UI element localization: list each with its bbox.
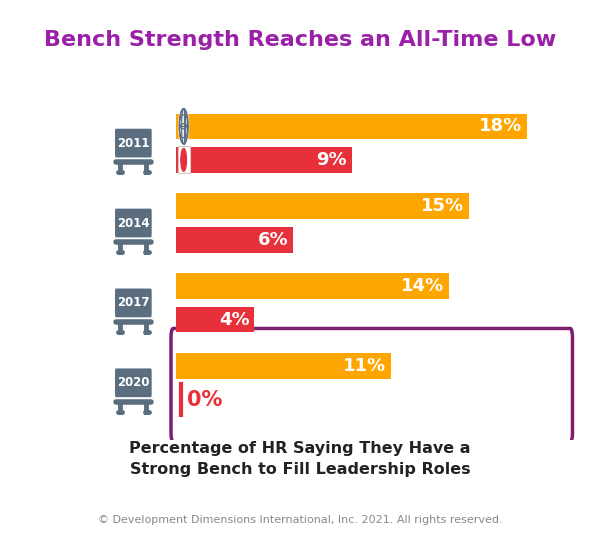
FancyBboxPatch shape [178, 146, 190, 173]
Circle shape [179, 106, 188, 146]
Text: 2020: 2020 [117, 376, 149, 389]
Bar [176, 113, 527, 139]
Text: 2014: 2014 [117, 216, 149, 229]
FancyBboxPatch shape [171, 329, 572, 442]
Text: 2011: 2011 [117, 136, 149, 150]
Text: 11%: 11% [343, 357, 386, 375]
Text: Percentage of HR Saying They Have a
Strong Bench to Fill Leadership Roles: Percentage of HR Saying They Have a Stro… [129, 441, 471, 477]
Text: 4%: 4% [219, 311, 250, 329]
Text: 0%: 0% [187, 389, 223, 410]
Text: © Development Dimensions International, Inc. 2021. All rights reserved.: © Development Dimensions International, … [98, 515, 502, 525]
Bar [176, 147, 352, 173]
Text: 9%: 9% [316, 151, 347, 169]
Text: 14%: 14% [401, 277, 445, 295]
Bar [176, 353, 391, 379]
Text: 6%: 6% [258, 231, 289, 249]
Bar [176, 193, 469, 219]
FancyBboxPatch shape [115, 129, 152, 157]
Text: 15%: 15% [421, 197, 464, 215]
FancyBboxPatch shape [115, 368, 152, 397]
Text: Bench Strength Reaches an All-Time Low: Bench Strength Reaches an All-Time Low [44, 30, 556, 49]
Circle shape [181, 148, 187, 171]
Text: 2017: 2017 [117, 296, 149, 309]
Text: 18%: 18% [479, 117, 523, 135]
FancyBboxPatch shape [115, 208, 152, 237]
FancyBboxPatch shape [115, 288, 152, 317]
Bar [176, 307, 254, 332]
Bar [176, 227, 293, 252]
Bar [176, 273, 449, 299]
